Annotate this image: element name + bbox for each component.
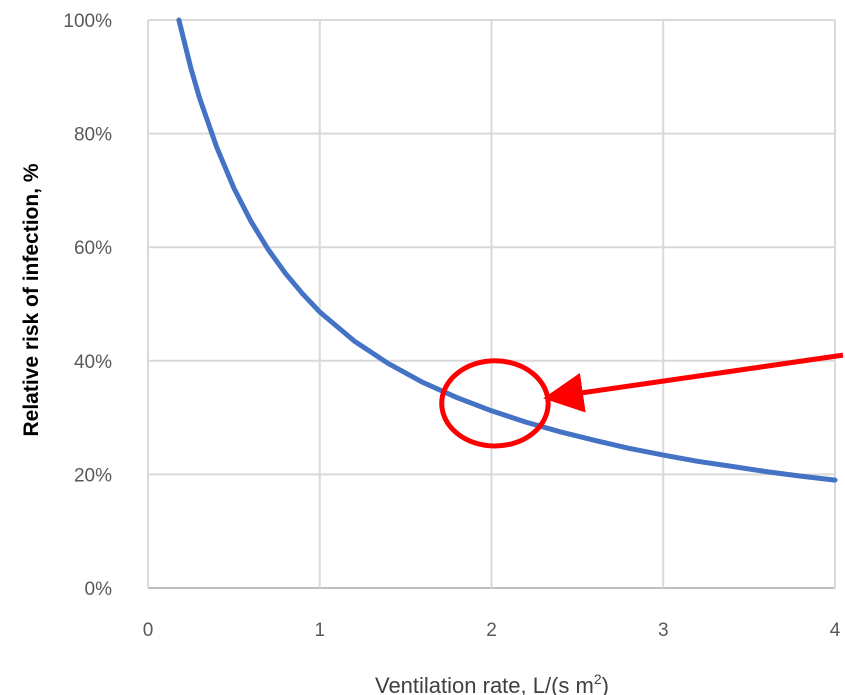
y-tick-label-2: 40% <box>74 352 112 373</box>
y-tick-label-3: 60% <box>74 238 112 259</box>
x-tick-labels: 0 1 2 3 4 <box>143 620 841 641</box>
x-tick-label-4: 4 <box>830 620 841 641</box>
x-axis-title-superscript: 2 <box>594 671 602 687</box>
y-tick-labels: 0% 20% 40% 60% 80% 100% <box>63 11 112 600</box>
y-tick-label-1: 20% <box>74 465 112 486</box>
annotation-layer <box>439 352 844 449</box>
grid-lines <box>147 19 836 589</box>
y-tick-label-0: 0% <box>85 579 113 600</box>
x-axis-title: Ventilation rate, L/(s m2) <box>375 671 609 695</box>
x-tick-label-2: 2 <box>486 620 497 641</box>
y-axis-title: Relative risk of infection, % <box>20 163 43 436</box>
x-axis-title-main: Ventilation rate, L/(s m <box>375 673 594 695</box>
x-tick-label-0: 0 <box>143 620 154 641</box>
series-line-0 <box>176 17 838 483</box>
x-tick-label-1: 1 <box>314 620 325 641</box>
x-axis-title-suffix: ) <box>602 673 609 695</box>
callout-arrow <box>543 352 844 413</box>
x-tick-label-3: 3 <box>658 620 669 641</box>
highlight-circle <box>439 358 551 449</box>
y-tick-label-5: 100% <box>63 11 112 32</box>
series-layer <box>176 17 838 483</box>
y-tick-label-4: 80% <box>74 125 112 146</box>
